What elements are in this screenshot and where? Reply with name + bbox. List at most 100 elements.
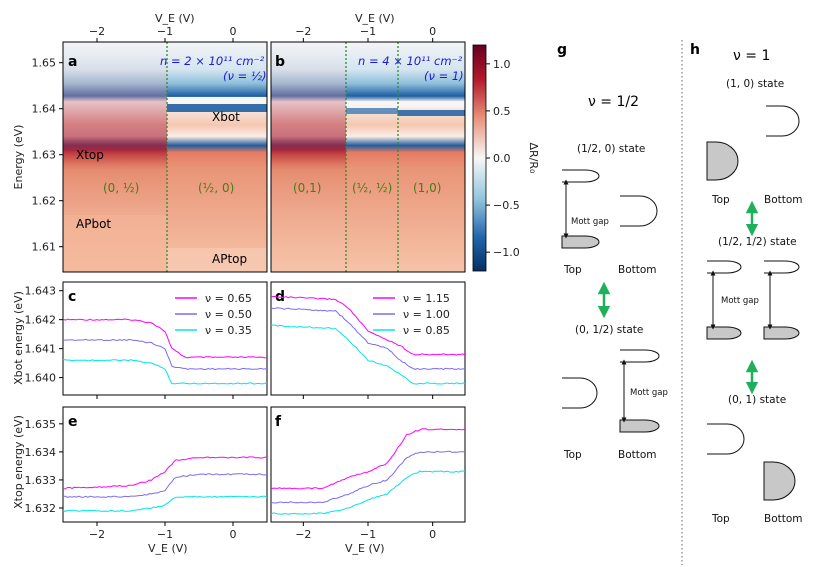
g-s2-top-label: Top bbox=[563, 449, 582, 461]
region-label-a-1: (0, ½) bbox=[103, 181, 139, 195]
line-chart-e: 1.635 1.634 1.633 1.632 −2 −1 0 bbox=[25, 406, 268, 541]
heatmap-a-xbot-shift-light bbox=[167, 97, 267, 104]
diagram-g-state2-label: (0, 1/2) state bbox=[575, 324, 643, 336]
heatmap-a-aptop-band bbox=[167, 248, 267, 272]
line-chart-f: −2 −1 0 bbox=[270, 406, 466, 541]
heatmap-y-label: Energy (eV) bbox=[12, 125, 25, 190]
diagram-h-state1-label: (1, 0) state bbox=[726, 78, 784, 90]
g-s1-bottom-label: Bottom bbox=[618, 264, 657, 276]
top-axis-label-b: V_E (V) bbox=[355, 12, 395, 25]
y-tick-label: 1.634 bbox=[25, 446, 57, 459]
heatmap-y-tick-label: 1.61 bbox=[32, 241, 57, 254]
heatmap-a-apbot-band bbox=[63, 215, 167, 272]
x-tick-label: −2 bbox=[89, 528, 105, 541]
aptop-label: APtop bbox=[212, 252, 247, 266]
heatmap-a-xbot-shift bbox=[167, 104, 267, 112]
x-tick-label: −1 bbox=[157, 528, 173, 541]
series-line bbox=[270, 307, 466, 370]
h-s2-mott-label: Mott gap bbox=[721, 296, 759, 306]
panel-label-b: b bbox=[275, 54, 285, 70]
h-s1-bottom-label: Bottom bbox=[764, 194, 803, 206]
legend-label: ν = 1.15 bbox=[403, 292, 450, 305]
heatmap-y-tick-label: 1.62 bbox=[32, 195, 57, 208]
colorbar-label: ΔR/R₀ bbox=[527, 143, 540, 175]
diagram-g: g ν = 1/2 (1/2, 0) state Mott gap Top Bo… bbox=[557, 42, 668, 461]
series-line bbox=[270, 324, 466, 385]
density-label-b: n = 4 × 10¹¹ cm⁻² bbox=[358, 54, 463, 68]
series-line bbox=[270, 295, 466, 356]
panel-label-a: a bbox=[68, 54, 77, 70]
legend-label: ν = 0.50 bbox=[205, 308, 252, 321]
legend-label: ν = 0.65 bbox=[205, 292, 252, 305]
heatmap-b-left-shade bbox=[271, 42, 346, 272]
top-tick-label: −1 bbox=[360, 25, 376, 38]
panel-label-g: g bbox=[557, 42, 567, 58]
series-line bbox=[270, 470, 466, 515]
g-s1-top-upper-band bbox=[562, 169, 600, 183]
h-s2-bottom-upper-band bbox=[764, 260, 800, 274]
filling-label-b: (ν = 1) bbox=[424, 69, 464, 83]
colorbar-tick-label: −1.0 bbox=[493, 246, 520, 259]
x-tick-label: −2 bbox=[295, 528, 311, 541]
y-tick-label: 1.642 bbox=[25, 314, 57, 327]
g-s2-bottom-lower-band bbox=[619, 419, 660, 433]
top-tick-label: −1 bbox=[157, 25, 173, 38]
apbot-label: APbot bbox=[76, 217, 111, 231]
line-chart-c: ν = 0.65 ν = 0.50 ν = 0.35 1.643 1.642 1.641 1… bbox=[25, 281, 268, 399]
xtop-label: Xtop bbox=[76, 148, 104, 162]
panel-label-h: h bbox=[690, 42, 700, 58]
h-s2-top-lower-band bbox=[706, 326, 742, 340]
heatmap-a: a n = 2 × 10¹¹ cm⁻² (ν = ½) Xbot Xtop AP… bbox=[62, 41, 268, 273]
series-line bbox=[62, 318, 268, 359]
density-label-a: n = 2 × 10¹¹ cm⁻² bbox=[160, 54, 265, 68]
heatmap-y-tick-label: 1.64 bbox=[32, 103, 57, 116]
region-label-b-3: (1,0) bbox=[413, 181, 441, 195]
diagram-h-title: ν = 1 bbox=[733, 48, 770, 64]
h-s1-bottom-band bbox=[766, 105, 800, 137]
h-s1-top-band bbox=[706, 141, 739, 181]
diagram-g-title: ν = 1/2 bbox=[588, 94, 639, 110]
colorbar-gradient bbox=[472, 44, 487, 272]
diagram-h-state2-label: (1/2, 1/2) state bbox=[718, 236, 797, 248]
g-s1-top-label: Top bbox=[563, 264, 582, 276]
top-tick-label: −2 bbox=[89, 25, 105, 38]
series-line bbox=[62, 338, 268, 371]
colorbar-tick-label: 1.0 bbox=[493, 58, 511, 71]
y-tick-label: 1.641 bbox=[25, 343, 57, 356]
heatmap-y-tick-label: 1.65 bbox=[32, 57, 57, 70]
top-tick-label: 0 bbox=[230, 25, 237, 38]
heatmap-y-ticks: 1.65 1.64 1.63 1.62 1.61 bbox=[32, 57, 63, 254]
series-line bbox=[62, 495, 268, 512]
xlabel-e: V_E (V) bbox=[148, 542, 188, 555]
panel-label-e: e bbox=[68, 414, 78, 430]
g-s1-bottom-band bbox=[620, 195, 658, 227]
x-tick-label: 0 bbox=[429, 528, 436, 541]
heatmap-y-tick-label: 1.63 bbox=[32, 149, 57, 162]
heatmap-b-shift-mid bbox=[346, 108, 398, 114]
legend-label: ν = 1.00 bbox=[403, 308, 450, 321]
ylabel-e: Xtop energy (eV) bbox=[12, 415, 25, 509]
plot-frame bbox=[270, 406, 466, 523]
top-axis: V_E (V) V_E (V) −2 −1 0 −2 −1 0 bbox=[89, 12, 436, 42]
diagram-g-state1-label: (1/2, 0) state bbox=[577, 143, 645, 155]
legend-label: ν = 0.85 bbox=[403, 324, 450, 337]
h-s1-top-label: Top bbox=[711, 194, 730, 206]
heatmap-b: b n = 4 × 10¹¹ cm⁻² (ν = 1) (0,1) (½, ½)… bbox=[270, 41, 466, 273]
panel-label-f: f bbox=[275, 414, 282, 430]
y-tick-label: 1.635 bbox=[25, 418, 57, 431]
y-tick-label: 1.633 bbox=[25, 474, 57, 487]
xlabel-f: V_E (V) bbox=[345, 542, 385, 555]
h-s2-top-upper-band bbox=[707, 260, 742, 274]
region-label-a-2: (½, 0) bbox=[198, 181, 234, 195]
colorbar: 1.0 0.5 0.0 −0.5 −1.0 ΔR/R₀ bbox=[472, 44, 540, 272]
g-s2-mott-label: Mott gap bbox=[630, 388, 668, 398]
g-s2-bottom-upper-band bbox=[620, 349, 660, 363]
colorbar-tick-label: −0.5 bbox=[493, 199, 520, 212]
y-tick-label: 1.632 bbox=[25, 502, 57, 515]
series-line bbox=[270, 428, 466, 490]
filling-label-a: (ν = ½) bbox=[223, 69, 267, 83]
g-s1-mott-label: Mott gap bbox=[571, 217, 609, 227]
g-s2-bottom-label: Bottom bbox=[618, 449, 657, 461]
xbot-label: Xbot bbox=[212, 110, 240, 124]
